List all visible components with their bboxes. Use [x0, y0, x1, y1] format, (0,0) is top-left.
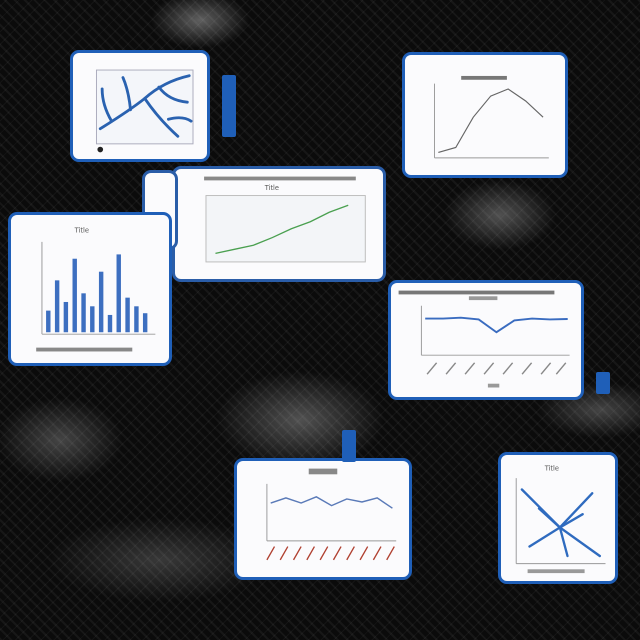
line-chart: Title [204, 176, 366, 263]
card-label: Title [74, 226, 89, 234]
bar [54, 280, 60, 333]
line-chart-card-wavy [234, 458, 412, 580]
card-label: Title [264, 184, 279, 192]
network-diagram [95, 69, 194, 153]
series-line [438, 88, 544, 153]
bar-chart: Title [36, 226, 156, 352]
bar [46, 310, 51, 333]
series-line [425, 316, 568, 334]
line-chart [398, 290, 570, 388]
line-chart [434, 75, 549, 159]
bar [107, 314, 113, 333]
line-chart-card-upward: Title [172, 166, 386, 282]
line-chart-card-top-right [402, 52, 568, 178]
network-diagram: Title [515, 465, 606, 574]
bar [81, 293, 86, 333]
card-clip [342, 430, 356, 462]
network-diagram-card [70, 50, 210, 162]
card-label: Title [544, 465, 559, 473]
bar [142, 313, 148, 333]
series-line [215, 204, 349, 255]
card-clip [596, 372, 610, 394]
bar [63, 301, 69, 333]
line-chart-card-dip [388, 280, 584, 400]
bar [134, 306, 139, 333]
card-clip [222, 75, 236, 137]
network-diagram-card-bottom: Title [498, 452, 618, 584]
bar [98, 271, 104, 333]
bar [125, 297, 130, 333]
bar [72, 258, 77, 333]
series-line [270, 496, 393, 509]
bar [90, 306, 95, 333]
line-chart [266, 468, 397, 561]
bar [116, 254, 121, 333]
bar-chart-card: Title [8, 212, 172, 366]
